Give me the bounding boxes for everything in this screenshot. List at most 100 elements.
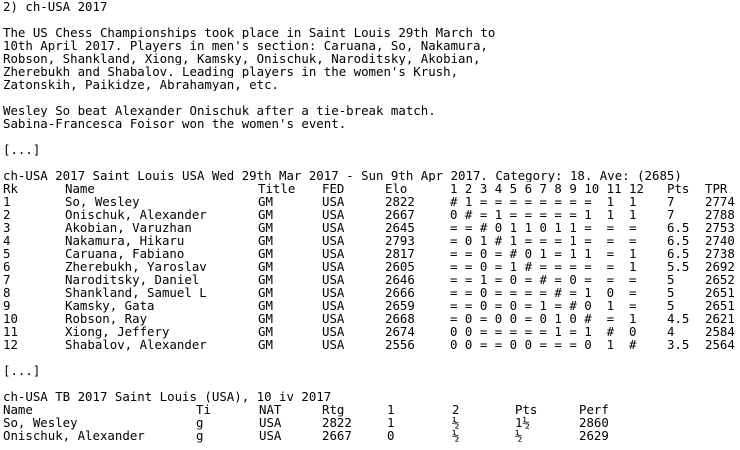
cell-elo: 2646	[385, 272, 415, 287]
col-elo-header: Elo	[385, 181, 408, 196]
cell-tpr: 2651	[705, 285, 735, 300]
tb-col-game2-header: 2	[452, 402, 460, 417]
cell-points: 6.5	[667, 246, 690, 261]
col-rk-header: Rk	[3, 181, 18, 196]
tiebreak-table: ch-USA TB 2017 Saint Louis (USA), 10 iv …	[3, 390, 738, 442]
cell-elo: 2659	[385, 298, 415, 313]
cell-federation: USA	[322, 324, 345, 339]
crosstable-rows: 1 So, Wesley GM USA 2822 # 1 = = = = = = = = …	[3, 195, 738, 351]
cell-title: GM	[258, 207, 273, 222]
cell-rank: 6	[3, 259, 11, 274]
tb-col-perf-header: Perf	[579, 402, 609, 417]
cell-player-name: Nakamura, Hikaru	[65, 233, 185, 248]
table-row: 12 Shabalov, Alexander GM USA 2556 0 0 = = 0 …	[3, 338, 738, 351]
cell-points: 6.5	[667, 220, 690, 235]
cell-federation: USA	[322, 220, 345, 235]
cell-tpr: 2651	[705, 298, 735, 313]
cell-rank: 4	[3, 233, 11, 248]
cell-elo: 2668	[385, 311, 415, 326]
cell-rank: 12	[3, 337, 18, 352]
intro-line: Robson, Shankland, Xiong, Kamsky, Onisch…	[3, 52, 481, 65]
cell-round-results: = = 0 = 0 = 1 = # 0 1 =	[450, 298, 637, 313]
crosstable: ch-USA 2017 Saint Louis USA Wed 29th Mar…	[3, 169, 738, 351]
cell-points: 5	[667, 298, 675, 313]
cell-title: GM	[258, 259, 273, 274]
cell-title: GM	[258, 220, 273, 235]
cell-points: ½	[515, 428, 523, 443]
cell-elo: 2645	[385, 220, 415, 235]
cell-rank: 3	[3, 220, 11, 235]
intro-line: 10th April 2017. Players in men's sectio…	[3, 39, 488, 52]
tb-col-pts-header: Pts	[515, 402, 538, 417]
document-body: 2) ch-USA 2017 The US Chess Championship…	[3, 0, 738, 442]
cell-player-name: Shabalov, Alexander	[65, 337, 207, 352]
table-row: 4 Nakamura, Hikaru GM USA 2793 = 0 1 # 1 = = …	[3, 234, 738, 247]
cell-title: GM	[258, 194, 273, 209]
cell-game-1: 0	[387, 428, 395, 443]
table-row: 11 Xiong, Jeffery GM USA 2674 0 0 = = = = = 1…	[3, 325, 738, 338]
col-rounds-header: 1 2 3 4 5 6 7 8 9 10 11 12	[450, 181, 644, 196]
cell-federation: USA	[322, 311, 345, 326]
cell-player-name: Shankland, Samuel L	[65, 285, 207, 300]
cell-federation: USA	[322, 337, 345, 352]
cell-federation: USA	[322, 285, 345, 300]
cell-game-1: 1	[387, 415, 395, 430]
cell-rank: 11	[3, 324, 18, 339]
cell-federation: USA	[322, 298, 345, 313]
cell-elo: 2556	[385, 337, 415, 352]
table-row: So, Wesley g USA 2822 1 ½ 1½ 2860	[3, 416, 738, 429]
cell-tpr: 2753	[705, 220, 735, 235]
tb-col-game1-header: 1	[387, 402, 395, 417]
ellipsis: [...]	[3, 143, 41, 156]
cell-round-results: 0 0 = = 0 0 = = = 0 1 #	[450, 337, 637, 352]
page-heading: 2) ch-USA 2017	[3, 0, 108, 13]
cell-round-results: = = 0 = # 0 1 = 1 1 = 1	[450, 246, 637, 261]
col-fed-header: FED	[322, 181, 345, 196]
cell-federation: USA	[322, 259, 345, 274]
cell-title: GM	[258, 246, 273, 261]
cell-round-results: = = 0 = = = = # = 1 0 =	[450, 285, 637, 300]
cell-round-results: = = 0 = 1 # = = = = = 1	[450, 259, 637, 274]
cell-player-name: Caruana, Fabiano	[65, 246, 185, 261]
cell-federation: USA	[322, 207, 345, 222]
cell-tpr: 2584	[705, 324, 735, 339]
cell-player-name: Kamsky, Gata	[65, 298, 155, 313]
cell-elo: 2666	[385, 285, 415, 300]
cell-round-results: # 1 = = = = = = = = 1 1	[450, 194, 637, 209]
cell-title: GM	[258, 233, 273, 248]
cell-game-2: ½	[452, 415, 460, 430]
cell-nationality: USA	[259, 415, 282, 430]
cell-points: 6.5	[667, 233, 690, 248]
result-line: Sabina-Francesca Foisor won the women's …	[3, 117, 347, 130]
cell-player-name: So, Wesley	[3, 415, 78, 430]
cell-points: 7	[667, 194, 675, 209]
cell-tpr: 2652	[705, 272, 735, 287]
cell-tpr: 2774	[705, 194, 735, 209]
cell-player-name: Xiong, Jeffery	[65, 324, 170, 339]
intro-line: Zatonskih, Paikidze, Abrahamyan, etc.	[3, 78, 280, 91]
cell-points: 5	[667, 285, 675, 300]
tb-col-nat-header: NAT	[259, 402, 282, 417]
cell-federation: USA	[322, 246, 345, 261]
cell-title: g	[196, 415, 204, 430]
col-title-header: Title	[258, 181, 296, 196]
cell-tpr: 2564	[705, 337, 735, 352]
intro-line: The US Chess Championships took place in…	[3, 26, 496, 39]
cell-player-name: Onischuk, Alexander	[65, 207, 207, 222]
cell-rating: 2667	[322, 428, 352, 443]
cell-federation: USA	[322, 194, 345, 209]
cell-title: GM	[258, 337, 273, 352]
table-row: 5 Caruana, Fabiano GM USA 2817 = = 0 = # 0 1 …	[3, 247, 738, 260]
cell-elo: 2667	[385, 207, 415, 222]
cell-rank: 1	[3, 194, 11, 209]
table-row: Onischuk, Alexander g USA 2667 0 ½ ½ 2629	[3, 429, 738, 442]
table-row: 3 Akobian, Varuzhan GM USA 2645 = = # 0 1 1 0…	[3, 221, 738, 234]
cell-game-2: ½	[452, 428, 460, 443]
cell-rating: 2822	[322, 415, 352, 430]
cell-points: 3.5	[667, 337, 690, 352]
cell-rank: 7	[3, 272, 11, 287]
tiebreak-rows: So, Wesley g USA 2822 1 ½ 1½ 2860 Onischuk, Alex…	[3, 416, 738, 442]
cell-points: 4.5	[667, 311, 690, 326]
cell-title: GM	[258, 311, 273, 326]
cell-tpr: 2788	[705, 207, 735, 222]
